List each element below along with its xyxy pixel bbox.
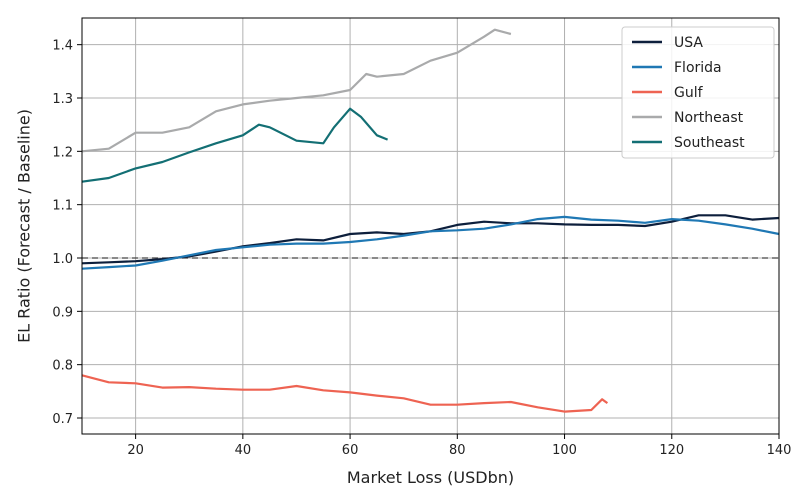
legend-entry-usa: USA — [674, 35, 703, 51]
x-tick-label: 60 — [342, 443, 359, 458]
x-axis-label: Market Loss (USDbn) — [347, 468, 514, 487]
y-tick-label: 0.9 — [52, 305, 73, 320]
y-axis-label: EL Ratio (Forecast / Baseline) — [15, 109, 34, 343]
x-tick-label: 20 — [127, 443, 144, 458]
series-group — [81, 28, 780, 413]
series-line-florida — [81, 215, 780, 270]
y-tick-label: 0.8 — [52, 359, 73, 374]
y-tick-label: 1.2 — [52, 145, 73, 160]
y-tick-label: 1.3 — [52, 92, 73, 107]
legend-entry-gulf: Gulf — [674, 85, 704, 101]
series-line-southeast — [81, 107, 389, 183]
series-line-gulf — [81, 374, 609, 413]
plot-frame — [81, 17, 780, 435]
y-tick-label: 1.0 — [52, 252, 73, 267]
legend-box — [621, 26, 775, 159]
legend-entry-northeast: Northeast — [674, 110, 744, 126]
x-tick-label: 140 — [767, 443, 792, 458]
x-tick-label: 120 — [659, 443, 684, 458]
series-line-northeast — [81, 28, 512, 153]
y-tick-label: 0.7 — [52, 412, 73, 427]
x-axis: 20 40 60 80 100 120 140 — [127, 434, 791, 458]
legend-entry-florida: Florida — [674, 60, 722, 76]
x-tick-label: 100 — [552, 443, 577, 458]
y-tick-label: 1.1 — [52, 199, 73, 214]
x-tick-label: 40 — [235, 443, 252, 458]
legend-entry-southeast: Southeast — [674, 135, 745, 151]
y-axis: 0.7 0.8 0.9 1.0 1.1 1.2 1.3 1.4 — [52, 39, 82, 427]
y-tick-label: 1.4 — [52, 39, 73, 54]
legend: USA Florida Gulf Northeast Southeast — [621, 26, 775, 159]
x-tick-label: 80 — [449, 443, 466, 458]
